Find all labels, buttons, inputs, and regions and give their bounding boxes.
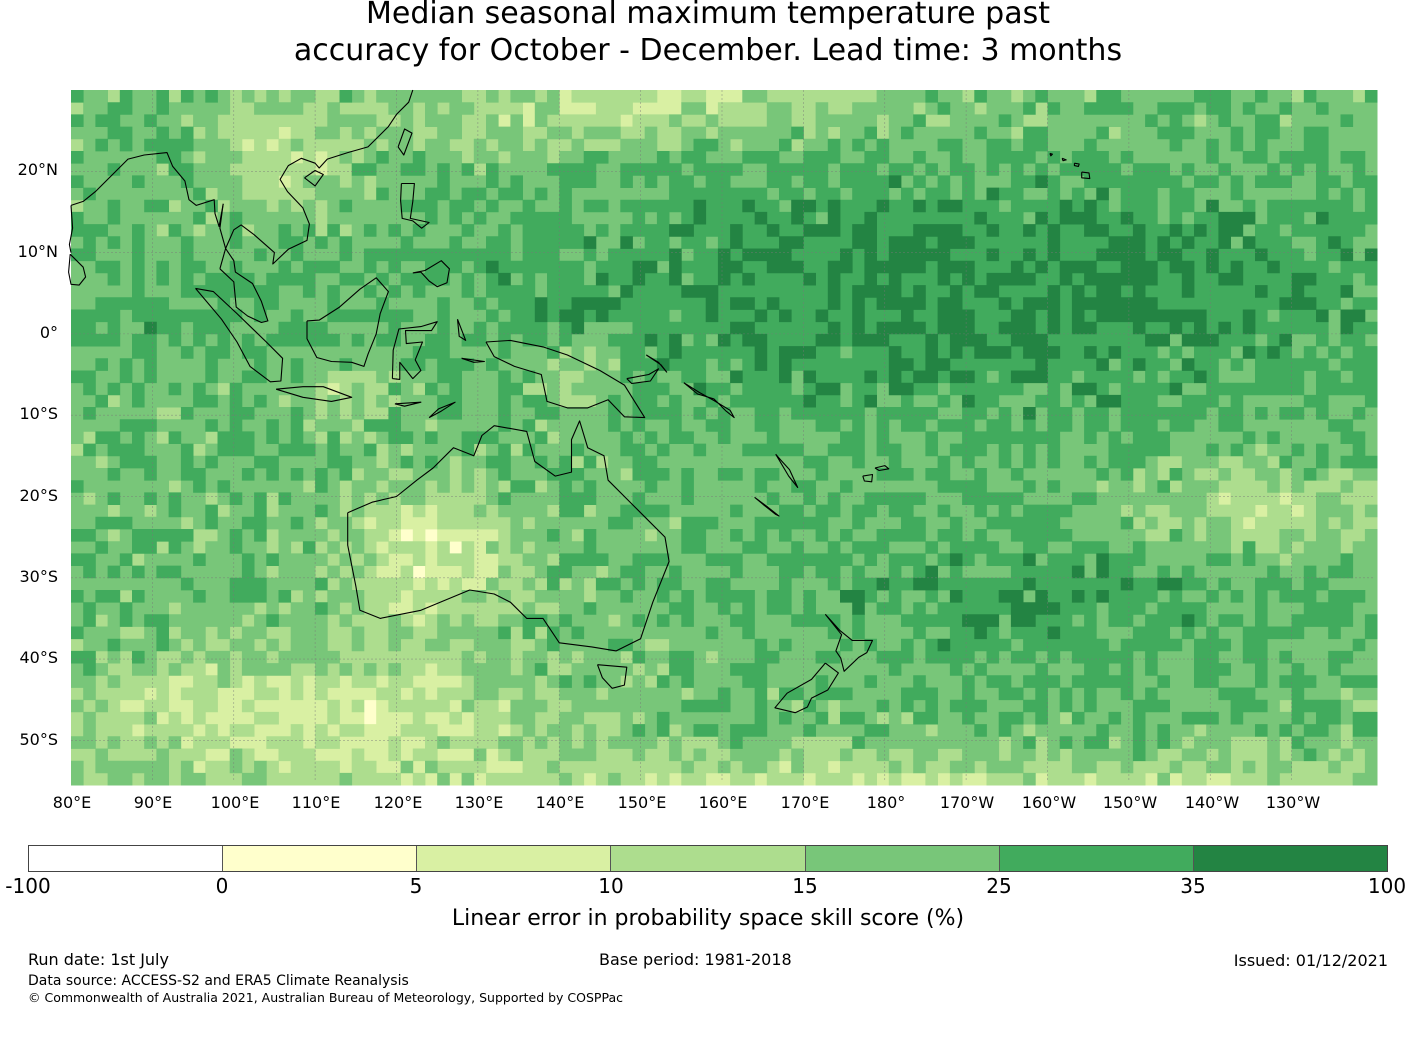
colorbar-tick: -100 [5,874,51,898]
lon-label-80e: 80°E [52,793,92,812]
tasmania-coast [596,664,628,689]
coastlines [68,89,1091,714]
colorbar-tick: 5 [409,874,423,898]
colorbar-tick: 100 [1367,874,1407,898]
colorbar-tick: 10 [598,874,624,898]
lon-label-180: 180° [866,793,906,812]
colorbar-tick: 15 [792,874,818,898]
timor-coast [428,401,456,419]
lat-label-50s: 50°S [19,730,58,749]
colorbar-bin-2 [223,846,418,871]
colorbar-bin-4 [611,846,806,871]
new-ireland-coast [645,354,668,373]
lon-label-150w: 150°W [1102,793,1158,812]
nz-south-island [774,662,839,714]
australia-coast [347,420,670,652]
maui-coast [1073,162,1080,167]
lon-label-160e: 160°E [698,793,748,812]
skill-bin-cells [71,90,1378,762]
chart-title-line-1: Median seasonal maximum temperature past [366,0,1050,31]
lon-label-170w: 170°W [939,793,995,812]
colorbar [28,845,1388,872]
lon-label-130w: 130°W [1265,793,1321,812]
data-source: Data source: ACCESS-S2 and ERA5 Climate … [28,973,409,989]
halmahera-coast [456,319,467,341]
colorbar-bin-1 [29,846,224,871]
sulawesi-coast [391,321,438,380]
malay-peninsula-coast [219,247,269,324]
copyright: © Commonwealth of Australia 2021, Austra… [28,990,623,1005]
oahu-coast [1061,157,1067,162]
lon-label-100e: 100°E [210,793,260,812]
vanua-levu-coast [874,465,890,472]
skill-score-map [68,89,1378,786]
chart-title-line-2: accuracy for October - December. Lead ti… [293,33,1123,68]
mindanao-coast [412,260,450,288]
colorbar-tick: 0 [215,874,229,898]
colorbar-tick: 35 [1180,874,1206,898]
solomon-islands-coast [683,382,735,419]
run-date: Run date: 1st July [28,950,169,969]
new-caledonia-coast [754,496,780,517]
taiwan-coast [397,128,413,156]
java-coast [275,386,353,402]
lat-label-40s: 40°S [19,648,58,667]
seram-coast [461,357,485,363]
lat-label-20n: 20°N [17,160,58,179]
bay-of-bengal-coast [70,152,224,228]
lon-label-130e: 130°E [454,793,504,812]
skill-bin-cells [71,90,1378,786]
borneo-coast [306,277,389,367]
indochina-coast [219,89,414,265]
lat-label-10s: 10°S [19,404,58,423]
luzon-coast [400,182,430,229]
map-gridlines [71,90,1373,781]
lat-label-30s: 30°S [19,567,58,586]
colorbar-bin-3 [417,846,612,871]
issued-date: Issued: 01/12/2021 [1233,951,1388,970]
india-coast [68,205,74,253]
lon-label-120e: 120°E [373,793,423,812]
lat-label-0: 0° [39,323,58,342]
flores-coast [394,401,422,407]
base-period: Base period: 1981-2018 [599,950,792,969]
nz-north-island [824,613,874,672]
sri-lanka-coast [68,253,87,286]
lat-label-20s: 20°S [19,486,58,505]
fiji-coast [862,473,874,483]
lon-label-110e: 110°E [291,793,341,812]
new-britain-coast [626,368,660,385]
skill-score-grid [71,90,1378,786]
colorbar-label: Linear error in probability space skill … [451,906,965,931]
hainan-coast [304,169,324,187]
hawaii-coast [1081,171,1091,180]
colorbar-bin-6 [999,846,1194,871]
lon-label-170e: 170°E [780,793,830,812]
lon-label-140e: 140°E [535,793,585,812]
skill-bin-cells [119,90,1305,786]
vanuatu-coast [775,453,799,489]
lon-label-90e: 90°E [133,793,173,812]
new-guinea-coast [485,339,646,419]
lat-label-10n: 10°N [17,242,58,261]
colorbar-bin-7 [1193,846,1387,871]
lon-label-160w: 160°W [1021,793,1077,812]
skill-bin-cells [144,175,1378,652]
lon-label-150e: 150°E [617,793,667,812]
kauai-coast [1049,152,1053,157]
colorbar-tick: 25 [986,874,1012,898]
skill-bin-cells [71,90,1378,786]
colorbar-bin-5 [805,846,1000,871]
sumatra-coast [195,287,284,383]
lon-label-140w: 140°W [1184,793,1240,812]
